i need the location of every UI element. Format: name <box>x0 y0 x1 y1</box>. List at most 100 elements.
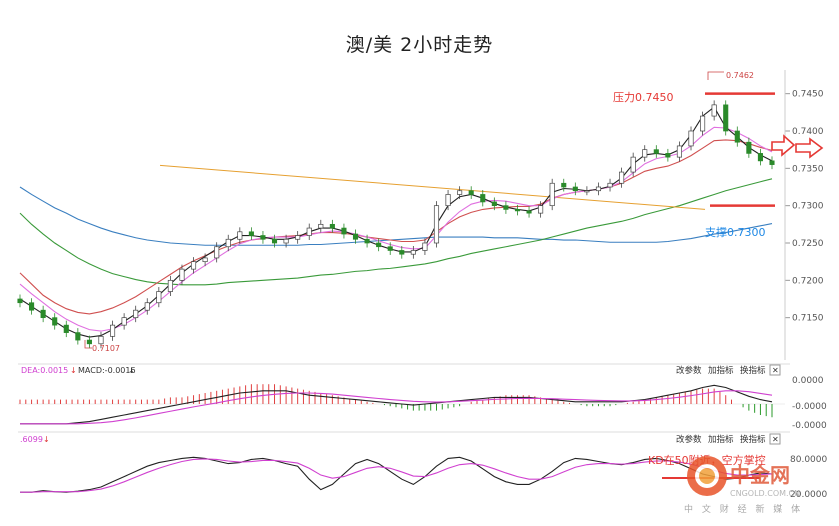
candle-body <box>260 235 266 240</box>
candle-body <box>630 156 636 173</box>
macd-switch-indicator-button[interactable]: 换指标 <box>740 365 766 376</box>
red-arrow-up-icon <box>771 134 796 157</box>
dea-legend: DEA:0.0015 <box>21 366 68 375</box>
candle-body <box>607 182 613 188</box>
macd-down-arrow: ↓ <box>128 366 135 375</box>
price-tick-label: 0.7300 <box>792 202 824 212</box>
candle-body <box>52 317 58 326</box>
macd-tick-3: -0.0000 <box>792 421 827 431</box>
low-price-label: 0.7107 <box>92 344 120 353</box>
candle-body <box>757 153 763 162</box>
macd-dea-line <box>20 390 773 425</box>
long-ma-line-0 <box>19 186 773 246</box>
kd-add-indicator-button[interactable]: 加指标 <box>708 434 734 445</box>
macd-tick-2: -0.0000 <box>792 402 827 412</box>
candle-body <box>98 335 104 345</box>
candle-body <box>179 268 185 281</box>
candle-body <box>619 171 625 184</box>
macd-legend: MACD:-0.0016 <box>78 366 136 375</box>
candle-body <box>514 209 521 212</box>
candle-body <box>75 332 81 341</box>
macd-tick-1: 0.0000 <box>792 376 824 386</box>
candlesticks <box>17 100 775 349</box>
candle-body <box>271 238 278 244</box>
kd-down-arrow: ↓ <box>43 435 50 444</box>
candle-body <box>503 205 509 210</box>
candle-body <box>665 153 671 158</box>
price-tick-label: 0.7250 <box>792 239 824 249</box>
ma-line-0 <box>19 139 773 315</box>
candle-body <box>734 130 740 143</box>
cngold-logo-core <box>699 468 715 484</box>
high-marker <box>707 71 724 80</box>
low-marker <box>84 340 92 349</box>
price-tick-label: 0.7350 <box>792 164 824 174</box>
kd-lines <box>20 456 773 493</box>
candle-body <box>549 182 555 207</box>
candle-body <box>561 182 567 188</box>
support-label: 支撑0.7300 <box>705 225 766 239</box>
candle-body <box>433 205 440 244</box>
kd-tick-80: 80.0000 <box>790 455 827 465</box>
price-annotations: 压力0.7450 支撑0.7300 0.7462 0.7107 <box>84 71 824 353</box>
candle-body <box>422 242 428 251</box>
candle-body <box>399 250 405 255</box>
candle-body <box>468 190 474 195</box>
price-tick-label: 0.7150 <box>792 314 824 324</box>
kd-change-params-button[interactable]: 改参数 <box>676 434 702 445</box>
moving-averages <box>19 106 773 338</box>
high-price-label: 0.7462 <box>726 71 754 80</box>
candle-body <box>202 257 208 263</box>
macd-close-button[interactable] <box>769 364 781 376</box>
kd-tick-20: 20.0000 <box>790 490 827 500</box>
price-y-axis: 0.7450 0.7400 0.7350 0.7300 0.7250 0.7200 0.71… <box>784 70 824 360</box>
dea-down-arrow: ↓ <box>70 366 77 375</box>
macd-panel: DEA:0.0015 ↓ MACD:-0.0016 ↓ 改参数 加指标 换指标 … <box>18 363 827 431</box>
watermark-url: CNGOLD.COM.CN <box>730 489 800 498</box>
candle-body <box>318 223 324 229</box>
candle-body <box>723 104 729 132</box>
candle-body <box>167 279 173 292</box>
candle-body <box>29 302 35 311</box>
macd-add-indicator-button[interactable]: 加指标 <box>708 365 734 376</box>
price-tick-label: 0.7400 <box>792 127 824 137</box>
candle-body <box>491 201 497 207</box>
candle-body <box>156 291 162 304</box>
candle-body <box>769 160 775 165</box>
kd-d-line <box>20 458 773 493</box>
candle-body <box>700 115 706 132</box>
candle-body <box>642 149 648 158</box>
kd-close-button[interactable] <box>769 433 781 445</box>
candle-body <box>110 324 116 337</box>
candle-body <box>283 238 289 244</box>
candle-body <box>86 339 92 345</box>
candle-body <box>121 317 127 326</box>
candle-body <box>63 324 69 333</box>
candle-body <box>676 145 682 158</box>
candle-body <box>688 130 694 147</box>
candle-body <box>248 231 254 236</box>
candle-body <box>457 190 463 195</box>
candle-body <box>190 261 197 270</box>
candle-body <box>237 231 243 240</box>
resistance-label: 压力0.7450 <box>613 91 674 104</box>
candle-body <box>133 309 139 319</box>
long-ma-line-1 <box>19 178 773 286</box>
kd-legend: .6099 <box>20 435 43 444</box>
candle-body <box>40 309 46 319</box>
candle-body <box>526 210 532 214</box>
watermark-brand: 中金网 <box>730 463 790 487</box>
candle-body <box>387 246 393 251</box>
candle-body <box>653 149 659 154</box>
macd-close-icon: ✕ <box>772 366 779 375</box>
chart-title: 澳/美 2小时走势 <box>345 34 494 56</box>
red-arrow-right-icon <box>795 137 824 159</box>
kd-switch-indicator-button[interactable]: 换指标 <box>740 434 766 445</box>
candle-body <box>214 246 220 259</box>
price-tick-label: 0.7450 <box>792 90 824 100</box>
macd-change-params-button[interactable]: 改参数 <box>676 365 702 376</box>
macd-histogram <box>18 384 785 418</box>
kd-k-line <box>20 456 773 493</box>
candle-body <box>341 227 347 235</box>
